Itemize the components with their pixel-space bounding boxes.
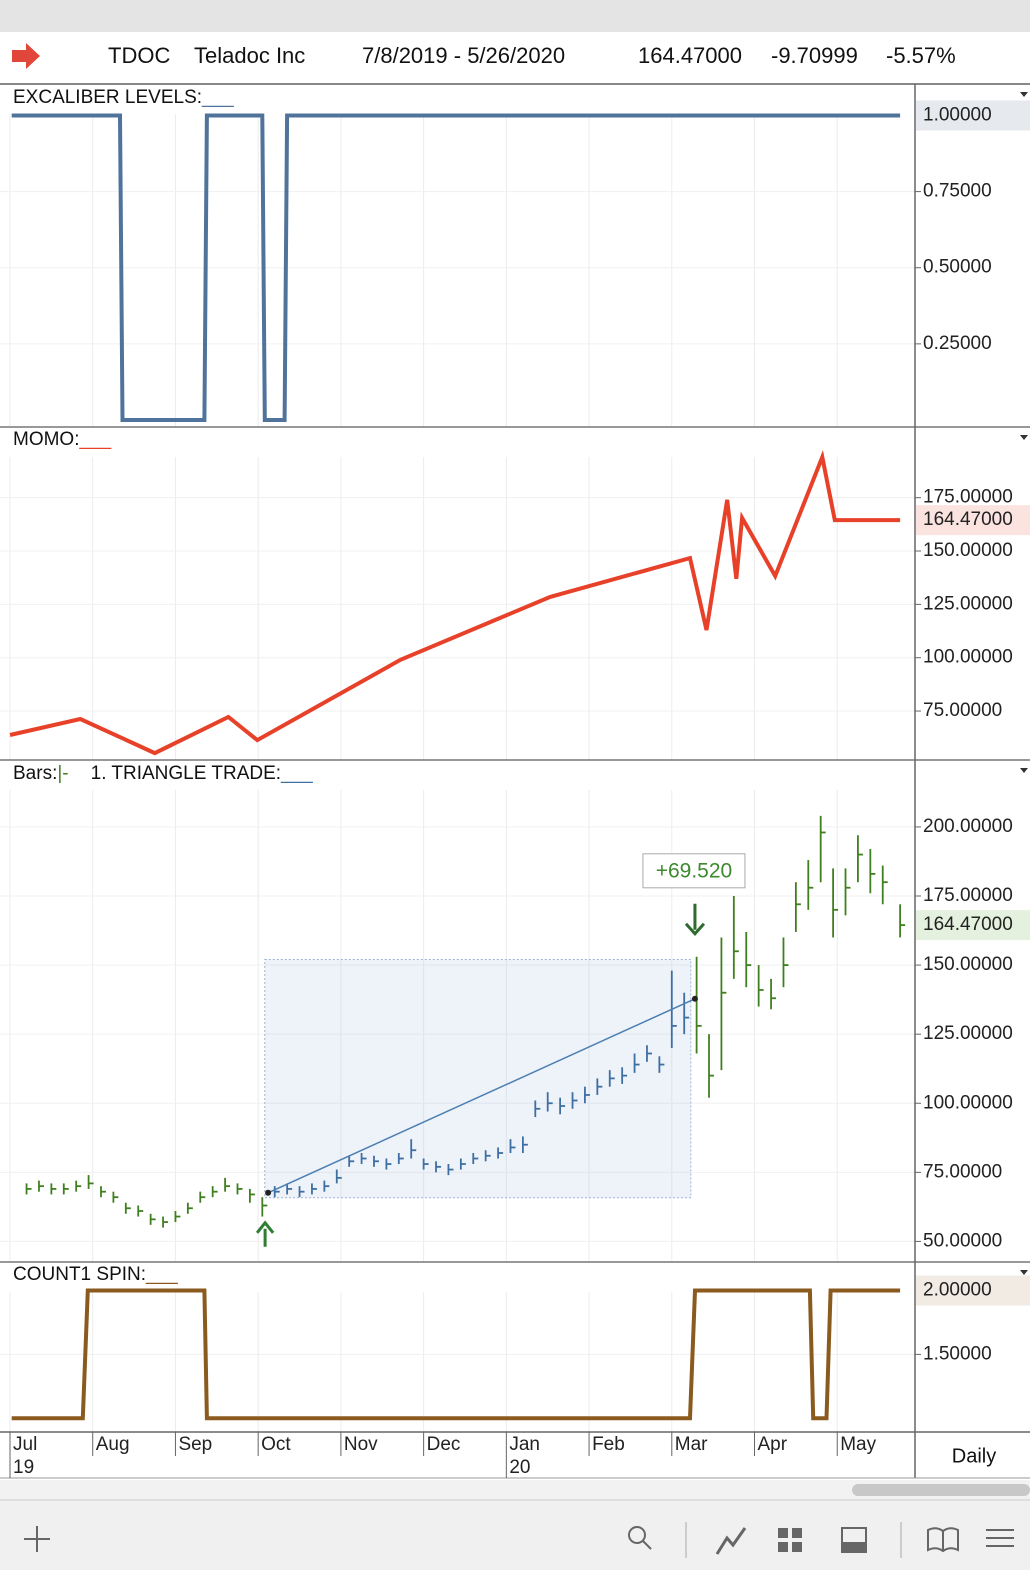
panel-label: Bars:|- 1. TRIANGLE TRADE:___ (13, 763, 313, 784)
search-handle (642, 1540, 652, 1550)
x-tick-label: Jan (509, 1434, 540, 1455)
x-tick-label: Sep (178, 1434, 212, 1455)
x-tick-label: Mar (675, 1434, 708, 1455)
legend-mark: |- (57, 763, 68, 784)
y-tick-label: 0.75000 (923, 181, 992, 202)
trade-mark: ___ (280, 763, 313, 784)
top-bar (0, 0, 1030, 32)
trade-box (264, 959, 692, 1199)
legend-mark: ___ (145, 1264, 178, 1285)
menu-button[interactable] (986, 1529, 1014, 1547)
x-tick-label: Jul (13, 1434, 37, 1455)
x-tick-label: Dec (427, 1434, 461, 1455)
panel-menu (1020, 768, 1028, 773)
exit-point (691, 995, 698, 1002)
panel-title: COUNT1 SPIN: (13, 1264, 146, 1285)
change-percent: -5.57% (886, 43, 956, 68)
x-tick-label: Apr (758, 1434, 788, 1455)
entry-arrow (255, 1220, 275, 1247)
last-value-label: 1.00000 (923, 104, 992, 125)
date-range: 7/8/2019 - 5/26/2020 (362, 43, 565, 68)
header-bar (0, 32, 1030, 84)
last-value-box (916, 505, 1030, 536)
panel-menu (1020, 92, 1028, 97)
panel-menu (1020, 435, 1028, 440)
panel-title: MOMO: (13, 429, 80, 450)
legend-mark: ___ (79, 429, 112, 450)
symbol: TDOC (108, 43, 170, 68)
y-tick-label: 75.00000 (923, 700, 1002, 721)
year-label: 20 (509, 1457, 530, 1478)
chart-style-button[interactable] (715, 1527, 747, 1555)
x-tick-label: Feb (592, 1434, 625, 1455)
last-value-box (916, 1275, 1030, 1306)
gain-label: +69.520 (656, 859, 733, 882)
panel-label: MOMO:___ (13, 429, 112, 450)
last-value-label: 2.00000 (923, 1280, 992, 1301)
year-label: 19 (13, 1457, 34, 1478)
y-tick-label: 200.00000 (923, 816, 1013, 837)
line-series (11, 1288, 901, 1421)
y-tick-label: 0.50000 (923, 257, 992, 278)
y-tick-label: 100.00000 (923, 647, 1013, 668)
price: 164.47000 (638, 43, 742, 68)
y-tick-label: 1.50000 (923, 1343, 992, 1364)
last-value-label: 164.47000 (923, 509, 1013, 530)
y-tick-label: 75.00000 (923, 1161, 1002, 1182)
panel-button-fill (842, 1542, 866, 1552)
exit-arrow (684, 903, 706, 937)
y-tick-label: 150.00000 (923, 954, 1013, 975)
panel-label: COUNT1 SPIN:___ (13, 1264, 178, 1285)
line-series (9, 450, 901, 756)
last-value-label: 164.47000 (923, 914, 1013, 935)
add-button[interactable] (24, 1526, 50, 1552)
last-value-box (916, 100, 1030, 131)
x-tick-label: May (840, 1434, 876, 1455)
interval[interactable]: Daily (952, 1445, 996, 1467)
layout-button[interactable] (778, 1528, 788, 1538)
x-tick-label: Nov (344, 1434, 378, 1455)
scroll-thumb[interactable] (852, 1484, 1030, 1496)
toolbar (0, 1500, 1030, 1570)
panel-menu (1020, 1270, 1028, 1275)
layout-button-part (778, 1542, 788, 1552)
arrow-icon[interactable] (12, 43, 40, 69)
gain-box (642, 853, 746, 889)
y-tick-label: 125.00000 (923, 1023, 1013, 1044)
entry-point (265, 1189, 272, 1196)
y-tick-label: 125.00000 (923, 593, 1013, 614)
company: Teladoc Inc (194, 43, 305, 68)
line-series (11, 113, 901, 422)
panel-title: EXCALIBER LEVELS: (13, 87, 202, 108)
last-value-box (916, 910, 1030, 941)
y-tick-label: 0.25000 (923, 333, 992, 354)
trend-line (267, 998, 696, 1194)
layout-button-part (792, 1528, 802, 1538)
panel-label: EXCALIBER LEVELS:___ (13, 87, 234, 108)
plots: 0.25000 0.50000 0.75000 1.00000 EXCALIBER LE… (0, 87, 1030, 1432)
panel-title: Bars: (13, 763, 57, 784)
y-tick-label: 175.00000 (923, 885, 1013, 906)
trade-title: 1. TRIANGLE TRADE: (91, 763, 281, 784)
x-tick-label: Oct (261, 1434, 291, 1455)
scroll-track (0, 1480, 1030, 1500)
layout-button-part (792, 1542, 802, 1552)
y-tick-label: 150.00000 (923, 540, 1013, 561)
y-tick-label: 100.00000 (923, 1092, 1013, 1113)
legend-mark: ___ (201, 87, 234, 108)
change: -9.70999 (771, 43, 858, 68)
search-button[interactable] (628, 1526, 646, 1544)
x-tick-label: Aug (96, 1434, 130, 1455)
book-button[interactable] (927, 1527, 959, 1553)
y-tick-label: 175.00000 (923, 487, 1013, 508)
y-tick-label: 50.00000 (923, 1230, 1002, 1251)
